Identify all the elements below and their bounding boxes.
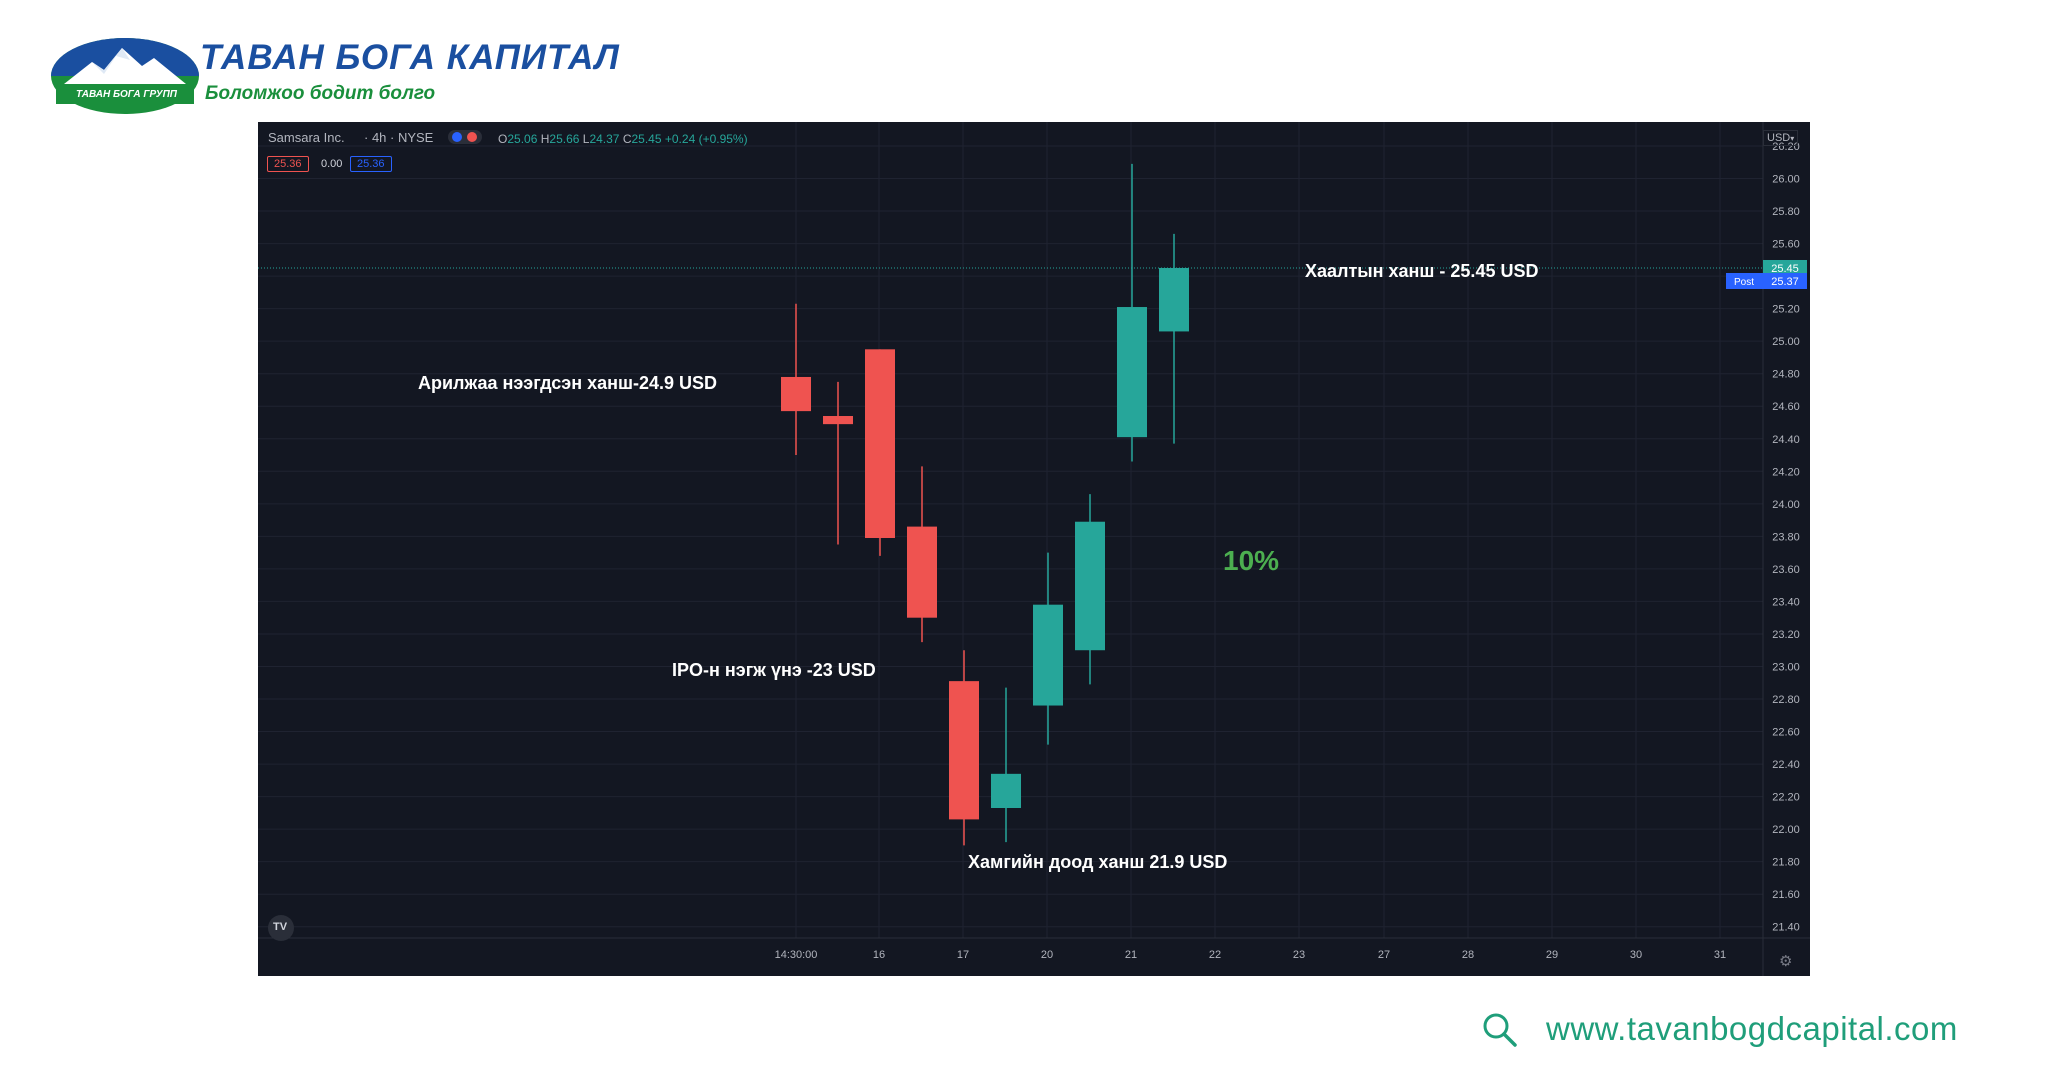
x-tick-label: 30 [1630,949,1642,961]
y-tick-label: 26.00 [1772,174,1800,186]
currency-selector[interactable]: USD▾ [1763,130,1799,146]
y-tick-label: 25.60 [1772,239,1800,251]
company-logo: ТАВАН БОГА ГРУПП ТАВАН БОГА КАПИТАЛ Боло… [50,36,619,120]
y-tick-label: 21.60 [1772,889,1800,901]
post-price-tag [1763,273,1807,290]
post-market-tag-label: Post [1734,277,1754,288]
y-tick-label: 25.80 [1772,206,1800,218]
x-tick-label: 29 [1546,949,1558,961]
last-price-tag-label: 25.45 [1771,263,1799,275]
logo-subtitle: Боломжоо бодит болго [205,83,436,104]
y-tick-label: 22.80 [1772,694,1800,706]
x-tick-label: 22 [1209,949,1221,961]
x-tick-label: 20 [1041,949,1053,961]
logo-badge: ТАВАН БОГА ГРУПП [76,89,177,100]
y-tick-label: 21.80 [1772,857,1800,869]
high-label: H [540,132,550,146]
y-tick-label: 25.20 [1772,304,1800,316]
y-tick-label: 24.40 [1772,434,1800,446]
candle-body-down [949,681,979,820]
settings-gear-icon[interactable]: ⚙ [1779,953,1793,970]
y-tick-label: 23.40 [1772,596,1800,608]
market-status-icon [448,130,482,144]
footer: www.tavanbogdcapital.com [1480,1010,2020,1054]
interval-exchange[interactable]: · 4h · NYSE [364,130,434,145]
chart-panel[interactable]: 21.40 21.60 21.80 22.00 22.20 22.40 22.60 22.80… [258,122,1810,976]
annotation-ipo-price: IPO-н нэгж үнэ -23 USD [672,660,876,680]
logo-title: ТАВАН БОГА КАПИТАЛ [200,38,620,77]
x-tick-label: 21 [1125,949,1137,961]
annotation-open-price: Арилжаа нээгдсэн ханш-24.9 USD [418,373,717,393]
close-label: C [622,132,632,146]
y-tick-label: 24.80 [1772,369,1800,381]
annotation-close-price: Хаалтын ханш - 25.45 USD [1305,261,1538,281]
open-label: O [498,132,508,146]
y-tick-label: 22.00 [1772,824,1800,836]
ohlc-readout: O25.06 H25.66 L24.37 C25.45 +0.24 (+0.95… [498,132,748,146]
y-tick-label: 23.80 [1772,531,1800,543]
x-tick-label: 28 [1462,949,1474,961]
y-tick-label: 23.20 [1772,629,1800,641]
y-tick-label: 24.20 [1772,466,1800,478]
y-tick-label: 24.00 [1772,499,1800,511]
search-icon [1483,1013,1517,1047]
annotation-percent-gain: 10% [1223,545,1279,576]
post-price-tag-label: 25.37 [1771,276,1799,288]
symbol-name[interactable]: Samsara Inc. [268,130,345,145]
candle-body-down [865,349,895,538]
high-value: 25.66 [549,132,580,146]
y-tick-label: 21.40 [1772,922,1800,934]
x-tick-label: 16 [873,949,885,961]
low-value: 24.37 [589,132,620,146]
y-tick-label: 22.60 [1772,727,1800,739]
x-tick-label: 14:30:00 [775,949,818,961]
spread-value: 0.00 [321,158,343,170]
tradingview-logo-text: TV [273,921,288,933]
chevron-down-icon: ▾ [1790,134,1795,143]
y-tick-label: 24.60 [1772,401,1800,413]
candle-body-up [1075,521,1105,651]
open-value: 25.06 [507,132,538,146]
currency-label: USD [1767,132,1791,144]
mountain-logo-icon [51,38,199,114]
y-tick-label: 22.40 [1772,759,1800,771]
candle-body-down [823,416,853,425]
candle-body-down [781,376,811,412]
x-tick-label: 23 [1293,949,1305,961]
candle-body-down [907,526,937,618]
candle-body-up [1159,267,1189,332]
y-tick-label: 23.60 [1772,564,1800,576]
x-tick-label: 27 [1378,949,1390,961]
close-value: 25.45 [631,132,662,146]
candle-body-up [991,773,1021,808]
candlestick-chart[interactable]: 21.40 21.60 21.80 22.00 22.20 22.40 22.60 22.80… [258,122,1810,976]
candle-body-up [1117,307,1147,438]
x-tick-label: 17 [957,949,969,961]
y-tick-label: 25.00 [1772,336,1800,348]
change-value: +0.24 (+0.95%) [664,132,748,146]
candle-body-up [1033,604,1063,706]
website-link[interactable]: www.tavanbogdcapital.com [1546,1010,1958,1047]
tradingview-logo-icon[interactable]: TV [268,915,294,941]
x-tick-label: 31 [1714,949,1726,961]
last-price-tag [1763,259,1807,276]
sell-price-button[interactable]: 25.36 [267,156,309,172]
y-tick-label: 23.00 [1772,661,1800,673]
annotation-lowest-price: Хамгийн доод ханш 21.9 USD [968,852,1227,872]
low-label: L [582,132,590,146]
y-tick-label: 22.20 [1772,792,1800,804]
y-tick-label: 26.20 [1772,141,1800,153]
post-market-tag [1726,273,1763,290]
buy-price-button[interactable]: 25.36 [350,156,392,172]
